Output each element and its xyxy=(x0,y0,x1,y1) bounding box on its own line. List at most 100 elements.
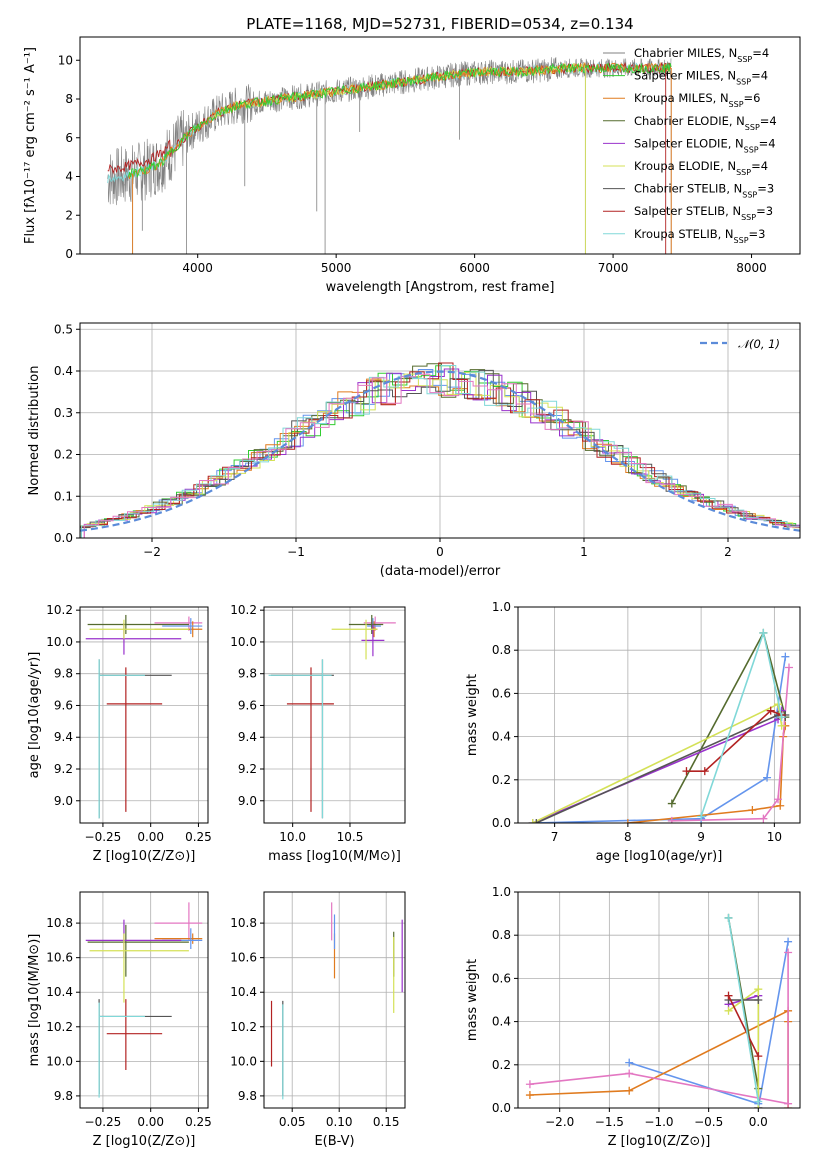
plot-content xyxy=(525,913,793,1108)
y-tick-label: 4 xyxy=(65,170,73,184)
axes-frame xyxy=(517,606,801,824)
y-tick-label: 10.0 xyxy=(230,1054,257,1068)
y-tick-label: 9.8 xyxy=(238,1089,257,1103)
legend-entry: Salpeter MILES, NSSP=4 xyxy=(634,69,768,87)
weight-marker xyxy=(623,819,632,823)
plot-content xyxy=(528,628,794,823)
weight-marker xyxy=(763,773,772,782)
legend-entry: 𝒩(0, 1) xyxy=(738,337,780,351)
y-axis-label: age [log10(age/yr)] xyxy=(27,652,42,779)
x-tick-label: 0.0 xyxy=(749,1115,768,1129)
x-axis-label: wavelength [Angstrom, rest frame] xyxy=(326,280,555,295)
y-tick-label: 0.4 xyxy=(492,730,511,744)
y-tick-label: 0.8 xyxy=(492,643,511,657)
x-tick-label: −1 xyxy=(287,545,305,559)
y-tick-label: 0.4 xyxy=(492,1015,511,1029)
weight-series xyxy=(727,995,760,1057)
mass-weight-vs-age-panel: 7 8 9 10 0.0 0.2 0.4 0.6 0.8 1.0 age [log10(age/yr… xyxy=(465,600,801,864)
y-tick-label: 9.0 xyxy=(54,794,73,808)
x-tick-label: 2 xyxy=(724,545,732,559)
y-tick-label: 0.2 xyxy=(492,1058,511,1072)
y-tick-label: 10.2 xyxy=(230,603,257,617)
plot-content xyxy=(85,614,203,819)
x-tick-label: −0.25 xyxy=(85,1115,122,1129)
weight-marker xyxy=(667,816,676,823)
weight-marker xyxy=(766,706,775,715)
y-tick-label: 10.2 xyxy=(230,1020,257,1034)
weight-marker xyxy=(784,948,793,957)
weight-series xyxy=(686,709,782,772)
x-tick-label: 0.05 xyxy=(279,1115,306,1129)
x-tick-label: 7000 xyxy=(598,261,629,275)
x-tick-label: 9 xyxy=(697,830,705,844)
weight-marker xyxy=(724,913,733,922)
y-tick-label: 0.2 xyxy=(54,448,73,462)
y-tick-label: 10.0 xyxy=(46,635,73,649)
weight-marker xyxy=(625,1086,634,1095)
weight-marker xyxy=(532,819,541,823)
mass-vs-metallicity-panel: −0.25 0.00 0.25 9.8 10.0 10.2 10.4 10.6 10.8 Z [l… xyxy=(27,891,212,1149)
x-tick-label: 10 xyxy=(767,830,782,844)
x-axis-label: age [log10(age/yr)] xyxy=(596,849,723,864)
x-tick-label: 0 xyxy=(436,545,444,559)
y-tick-label: 1.0 xyxy=(492,600,511,614)
weight-marker xyxy=(667,799,676,808)
model-spectrum xyxy=(128,62,672,178)
y-tick-label: 9.4 xyxy=(54,730,73,744)
y-tick-label: 0.6 xyxy=(492,971,511,985)
legend-entry: Chabrier MILES, NSSP=4 xyxy=(634,46,769,64)
x-axis-label: E(B-V) xyxy=(314,1134,354,1149)
histogram-series xyxy=(80,372,800,529)
y-tick-label: 0.6 xyxy=(492,686,511,700)
y-tick-label: 0.1 xyxy=(54,489,73,503)
weight-marker xyxy=(777,713,786,722)
weight-marker xyxy=(682,767,691,776)
weight-series xyxy=(627,725,787,823)
weight-marker xyxy=(754,1052,763,1061)
y-tick-label: 10 xyxy=(58,53,73,67)
x-tick-label: −1.5 xyxy=(595,1115,624,1129)
histogram-series xyxy=(80,362,800,528)
x-tick-label: −0.25 xyxy=(85,830,122,844)
x-axis-label: mass [log10(M/M⊙)] xyxy=(268,849,401,864)
y-axis-label: mass [log10(M/M⊙)] xyxy=(27,934,42,1067)
y-tick-label: 9.4 xyxy=(238,730,257,744)
x-tick-label: 0.00 xyxy=(137,830,164,844)
plot-area xyxy=(80,323,800,539)
plot-area xyxy=(80,607,208,823)
y-tick-label: 9.6 xyxy=(238,698,257,712)
y-tick-label: 8 xyxy=(65,92,73,106)
x-tick-label: 4000 xyxy=(182,261,213,275)
weight-marker xyxy=(724,991,733,1000)
y-tick-label: 9.0 xyxy=(238,794,257,808)
legend-entry: Kroupa MILES, NSSP=6 xyxy=(634,91,760,109)
y-tick-label: 10.4 xyxy=(46,985,73,999)
x-tick-label: 0.00 xyxy=(137,1115,164,1129)
spectrum-panel: 4000 5000 6000 7000 8000 0 2 4 6 8 10 wavelength [A… xyxy=(23,36,801,295)
y-tick-label: 0.2 xyxy=(492,773,511,787)
weight-series xyxy=(727,917,760,1102)
plot-area xyxy=(518,606,800,824)
x-tick-label: 0.25 xyxy=(185,1115,212,1129)
weight-marker xyxy=(785,663,794,672)
x-tick-label: −2 xyxy=(143,545,161,559)
x-tick-label: 1 xyxy=(580,545,588,559)
y-tick-label: 10.8 xyxy=(46,916,73,930)
y-tick-label: 10.2 xyxy=(46,603,73,617)
x-axis-label: Z [log10(Z/Z⊙)] xyxy=(93,849,196,864)
y-tick-label: 0.3 xyxy=(54,406,73,420)
histogram-series xyxy=(80,378,800,528)
weight-marker xyxy=(784,1099,793,1108)
plot-area xyxy=(264,607,405,823)
y-tick-label: 9.6 xyxy=(54,698,73,712)
axes-frame xyxy=(79,36,801,255)
y-tick-label: 9.8 xyxy=(54,667,73,681)
y-axis-label: mass weight xyxy=(465,674,480,756)
x-axis-label: Z [log10(Z/Z⊙)] xyxy=(608,1134,711,1149)
weight-series xyxy=(529,952,789,1105)
x-tick-label: 6000 xyxy=(459,261,490,275)
weight-marker xyxy=(724,1006,733,1015)
legend-entry: Kroupa STELIB, NSSP=3 xyxy=(634,227,765,245)
weight-marker xyxy=(700,767,709,776)
weight-marker xyxy=(625,1058,634,1067)
